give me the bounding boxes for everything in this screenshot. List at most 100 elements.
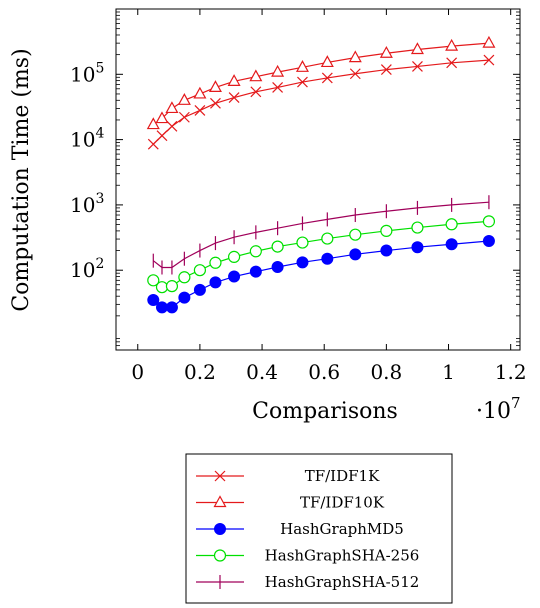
data-point — [410, 42, 424, 55]
data-point-stroke — [272, 81, 284, 93]
x-tick-labels: 0 0.2 0.4 0.6 0.8 1 1.2 — [131, 360, 526, 384]
y-tick-exponent: 2 — [95, 256, 104, 272]
data-point — [147, 274, 160, 287]
data-point — [193, 283, 206, 296]
data-point — [482, 235, 495, 248]
data-point-stroke — [166, 120, 178, 132]
legend-item: HashGraphSHA-512 — [196, 573, 419, 591]
data-point — [321, 232, 334, 245]
x-tick-label: 1 — [442, 360, 455, 384]
data-point — [320, 55, 334, 68]
series-hashgraphmd5 — [147, 235, 495, 314]
y-tick-base: 10 — [70, 258, 95, 282]
y-tick-exponent: 5 — [95, 60, 104, 76]
y-axis-label: Computation Time (ms) — [9, 48, 34, 311]
series-tf-idf1k — [147, 54, 495, 150]
series-tf-idf10k — [146, 35, 496, 130]
data-point — [155, 301, 168, 314]
plot-frame — [115, 8, 521, 351]
data-point — [271, 64, 285, 77]
data-point-stroke — [210, 97, 221, 109]
legend-item: TF/IDF10K — [196, 494, 385, 512]
data-point — [380, 64, 392, 76]
legend-marker — [214, 470, 226, 482]
legend-item: HashGraphSHA-256 — [196, 547, 419, 565]
data-point — [295, 60, 309, 72]
data-point — [380, 224, 393, 237]
data-point — [147, 293, 160, 306]
data-point — [483, 54, 495, 66]
legend-label: TF/IDF10K — [300, 494, 385, 512]
data-point — [482, 35, 496, 48]
x-multiplier: ·107 — [476, 394, 521, 424]
y-tick-exponent: 4 — [95, 126, 104, 142]
y-tick-base: 10 — [70, 62, 95, 86]
data-point — [209, 276, 222, 289]
data-point — [156, 130, 168, 142]
y-tick-label: 104 — [70, 126, 104, 152]
x-tick-label: 0.2 — [184, 360, 216, 384]
data-point — [445, 38, 459, 51]
data-point — [228, 92, 240, 104]
data-point — [178, 111, 190, 123]
data-point — [194, 104, 206, 116]
data-point-stroke — [483, 54, 495, 66]
legend-item: TF/IDF1K — [196, 467, 380, 485]
data-point — [250, 86, 262, 98]
legend-entries: TF/IDF1K TF/IDF10K HashGraphMD5 HashGraphSH… — [196, 467, 419, 591]
data-point — [155, 111, 169, 124]
legend-label: HashGraphSHA-512 — [265, 573, 420, 591]
data-point — [271, 240, 284, 253]
axis-ticks — [116, 9, 520, 351]
series-line — [152, 59, 489, 145]
data-point-stroke — [321, 72, 333, 84]
data-point — [178, 291, 191, 304]
data-point — [228, 270, 241, 283]
data-point — [208, 80, 222, 93]
data-point-stroke — [349, 68, 361, 80]
data-point — [412, 61, 423, 72]
data-point — [445, 218, 458, 231]
legend-marker — [213, 549, 227, 562]
data-point — [380, 244, 393, 257]
data-point — [166, 120, 178, 132]
data-point — [227, 250, 241, 263]
data-point-stroke — [178, 111, 190, 123]
data-point — [249, 69, 263, 82]
data-point — [177, 93, 191, 105]
data-point — [155, 281, 169, 294]
series-hashgraphsha-512 — [152, 195, 490, 275]
series-line — [152, 220, 489, 288]
series-line — [152, 201, 489, 269]
data-point-stroke — [194, 104, 206, 116]
y-tick-label: 103 — [70, 191, 104, 217]
data-point — [349, 228, 362, 241]
data-point — [446, 57, 458, 69]
data-point — [193, 86, 207, 99]
data-point-stroke — [380, 64, 392, 76]
x-tick-label: 0.6 — [308, 360, 340, 384]
data-point-stroke — [147, 138, 159, 150]
data-point-stroke — [250, 86, 262, 98]
data-point-stroke — [297, 76, 308, 88]
x-tick-label: 0.4 — [246, 360, 278, 384]
data-point — [379, 46, 393, 58]
legend-label: HashGraphSHA-256 — [265, 547, 420, 565]
data-point — [411, 241, 424, 254]
data-point-stroke — [412, 61, 423, 72]
legend-marker — [213, 495, 227, 508]
data-point — [296, 256, 309, 269]
data-point — [411, 221, 424, 234]
legend-label: TF/IDF1K — [305, 467, 380, 485]
series-line — [152, 42, 489, 126]
y-tick-exponent: 3 — [95, 191, 104, 207]
legend-label: HashGraphMD5 — [280, 520, 404, 538]
data-point — [321, 72, 333, 84]
x-tick-label: 0 — [131, 360, 144, 384]
data-point — [297, 76, 308, 88]
data-point — [249, 265, 262, 278]
y-tick-label: 105 — [70, 60, 104, 86]
data-point — [165, 301, 178, 314]
